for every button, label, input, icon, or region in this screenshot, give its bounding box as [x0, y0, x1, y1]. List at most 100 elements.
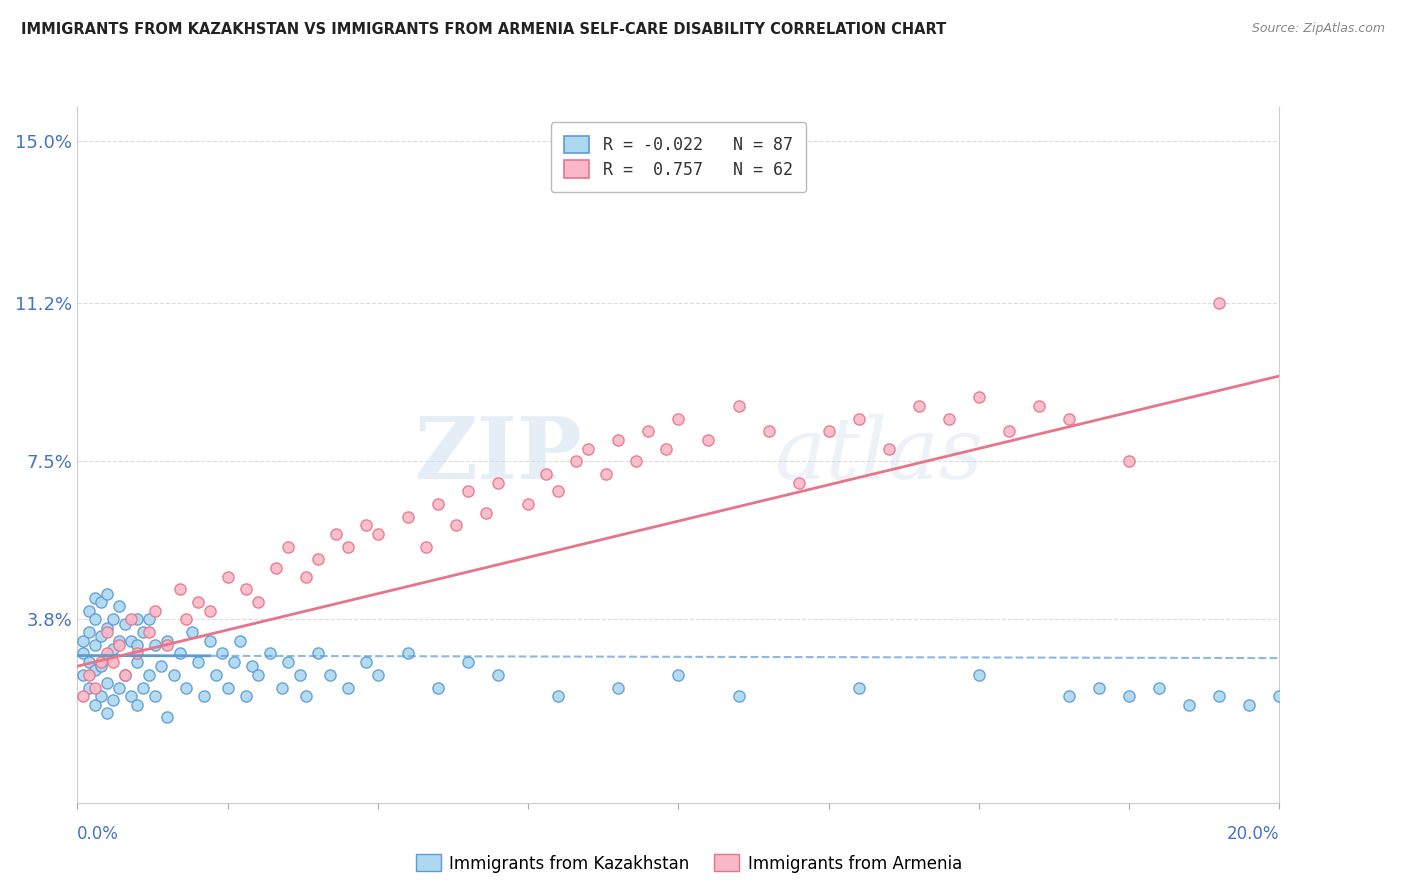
- Point: [1057, 411, 1080, 425]
- Point: [96, 676, 118, 690]
- Point: [264, 561, 287, 575]
- Point: [108, 681, 131, 695]
- Point: [1268, 689, 1291, 703]
- Point: [668, 411, 690, 425]
- Point: [79, 625, 101, 640]
- Point: [114, 667, 136, 681]
- Point: [84, 638, 107, 652]
- Point: [396, 647, 419, 661]
- Legend: Immigrants from Kazakhstan, Immigrants from Armenia: Immigrants from Kazakhstan, Immigrants f…: [409, 847, 969, 880]
- Point: [307, 552, 329, 566]
- Text: atlas: atlas: [775, 414, 984, 496]
- Point: [180, 625, 202, 640]
- Point: [354, 655, 377, 669]
- Point: [120, 689, 142, 703]
- Point: [367, 527, 389, 541]
- Point: [72, 667, 94, 681]
- Point: [547, 689, 569, 703]
- Point: [90, 689, 112, 703]
- Text: Source: ZipAtlas.com: Source: ZipAtlas.com: [1251, 22, 1385, 36]
- Point: [336, 681, 359, 695]
- Point: [668, 667, 690, 681]
- Point: [1028, 399, 1050, 413]
- Point: [132, 625, 155, 640]
- Point: [848, 681, 870, 695]
- Point: [90, 629, 112, 643]
- Point: [156, 638, 179, 652]
- Legend: R = -0.022   N = 87, R =  0.757   N = 62: R = -0.022 N = 87, R = 0.757 N = 62: [551, 122, 806, 192]
- Point: [145, 689, 167, 703]
- Point: [186, 655, 209, 669]
- Point: [1118, 454, 1140, 468]
- Point: [79, 604, 101, 618]
- Point: [79, 655, 101, 669]
- Point: [444, 518, 467, 533]
- Point: [288, 667, 311, 681]
- Point: [169, 582, 191, 597]
- Point: [114, 616, 136, 631]
- Point: [162, 667, 184, 681]
- Point: [103, 693, 125, 707]
- Point: [457, 655, 479, 669]
- Point: [727, 399, 749, 413]
- Point: [517, 497, 540, 511]
- Point: [108, 633, 131, 648]
- Point: [235, 689, 257, 703]
- Point: [486, 667, 509, 681]
- Point: [1208, 689, 1230, 703]
- Point: [96, 706, 118, 721]
- Point: [127, 655, 149, 669]
- Point: [336, 540, 359, 554]
- Point: [396, 509, 419, 524]
- Point: [79, 681, 101, 695]
- Point: [1239, 698, 1261, 712]
- Point: [108, 638, 131, 652]
- Point: [156, 633, 179, 648]
- Point: [307, 647, 329, 661]
- Point: [198, 633, 221, 648]
- Point: [120, 612, 142, 626]
- Point: [697, 433, 720, 447]
- Point: [240, 659, 263, 673]
- Point: [607, 681, 630, 695]
- Point: [817, 425, 839, 439]
- Point: [193, 689, 215, 703]
- Point: [848, 411, 870, 425]
- Point: [127, 638, 149, 652]
- Point: [217, 681, 239, 695]
- Point: [198, 604, 221, 618]
- Point: [626, 454, 648, 468]
- Point: [90, 595, 112, 609]
- Point: [607, 433, 630, 447]
- Point: [246, 667, 269, 681]
- Point: [967, 667, 990, 681]
- Point: [103, 642, 125, 657]
- Point: [475, 506, 498, 520]
- Point: [72, 689, 94, 703]
- Point: [72, 647, 94, 661]
- Point: [138, 612, 160, 626]
- Point: [96, 650, 118, 665]
- Point: [72, 633, 94, 648]
- Point: [103, 612, 125, 626]
- Point: [84, 591, 107, 605]
- Text: IMMIGRANTS FROM KAZAKHSTAN VS IMMIGRANTS FROM ARMENIA SELF-CARE DISABILITY CORRE: IMMIGRANTS FROM KAZAKHSTAN VS IMMIGRANTS…: [21, 22, 946, 37]
- Text: 20.0%: 20.0%: [1227, 825, 1279, 843]
- Point: [150, 659, 173, 673]
- Point: [156, 710, 179, 724]
- Point: [427, 681, 450, 695]
- Point: [457, 484, 479, 499]
- Point: [174, 681, 197, 695]
- Point: [427, 497, 450, 511]
- Point: [127, 612, 149, 626]
- Point: [103, 655, 125, 669]
- Point: [277, 655, 299, 669]
- Point: [79, 667, 101, 681]
- Point: [169, 647, 191, 661]
- Point: [186, 595, 209, 609]
- Point: [877, 442, 900, 456]
- Point: [84, 681, 107, 695]
- Point: [415, 540, 437, 554]
- Point: [90, 655, 112, 669]
- Point: [90, 659, 112, 673]
